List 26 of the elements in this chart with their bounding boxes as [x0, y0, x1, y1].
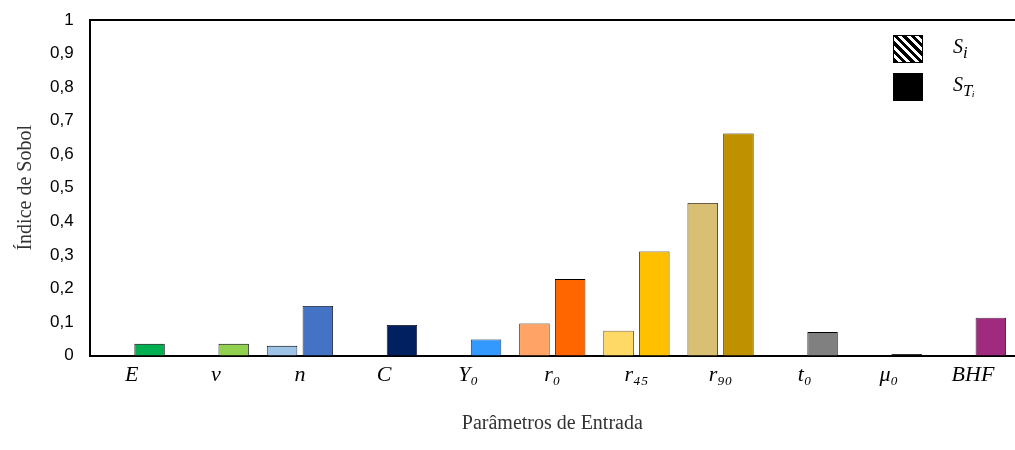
- y-tick-label: 0,2: [49, 278, 74, 298]
- y-tick-label: 0,6: [49, 143, 74, 163]
- x-tick-label: E: [123, 360, 139, 386]
- x-tick-label: r₉₀: [708, 360, 733, 386]
- y-axis-title: Índice de Sobol: [13, 124, 36, 251]
- y-tick-label: 0,9: [49, 43, 74, 63]
- x-tick-label: Y₀: [458, 360, 479, 386]
- y-tick-label: 1: [64, 9, 74, 29]
- y-tick-label: 0,1: [49, 311, 74, 331]
- legend-label: S$_{i}$: [953, 35, 968, 63]
- y-tick-label: 0,3: [49, 244, 74, 264]
- x-axis-title: Parâmetros de Entrada: [461, 411, 643, 434]
- y-tick-label: 0,7: [49, 110, 74, 130]
- y-tick-label: 0,5: [49, 177, 74, 197]
- y-tick-label: 0,4: [49, 211, 74, 231]
- x-tick-label: BHF: [951, 360, 995, 386]
- x-tick-label: n: [294, 360, 306, 386]
- x-tick-label: r₄₅: [624, 360, 649, 386]
- x-tick-label: t₀: [797, 360, 812, 386]
- y-tick-label: 0,8: [49, 76, 74, 96]
- legend-label: S$_{Tᵢ}$: [953, 73, 975, 101]
- x-tick-label: μ₀: [878, 360, 899, 386]
- y-tick-label: 0: [64, 345, 74, 365]
- x-tick-label: ν: [210, 360, 221, 386]
- x-tick-label: r₀: [544, 360, 561, 386]
- x-tick-label: C: [376, 360, 392, 386]
